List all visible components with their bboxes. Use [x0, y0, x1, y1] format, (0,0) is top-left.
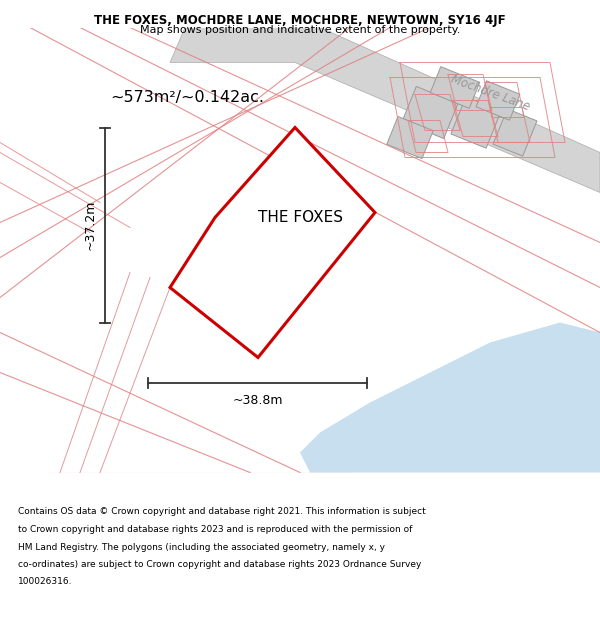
Text: co-ordinates) are subject to Crown copyright and database rights 2023 Ordnance S: co-ordinates) are subject to Crown copyr… [18, 560, 421, 569]
Text: ~38.8m: ~38.8m [232, 394, 283, 408]
Text: Map shows position and indicative extent of the property.: Map shows position and indicative extent… [140, 25, 460, 35]
Bar [476, 81, 520, 120]
Text: ~37.2m: ~37.2m [84, 200, 97, 250]
Bar [451, 97, 501, 148]
Text: 100026316.: 100026316. [18, 578, 73, 586]
Polygon shape [170, 28, 600, 192]
Text: THE FOXES: THE FOXES [257, 210, 343, 225]
Bar [493, 109, 537, 156]
Polygon shape [300, 322, 600, 472]
Text: HM Land Registry. The polygons (including the associated geometry, namely x, y: HM Land Registry. The polygons (includin… [18, 542, 385, 551]
Text: Mochdre Lane: Mochdre Lane [449, 72, 532, 113]
Text: to Crown copyright and database rights 2023 and is reproduced with the permissio: to Crown copyright and database rights 2… [18, 525, 412, 534]
Text: THE FOXES, MOCHDRE LANE, MOCHDRE, NEWTOWN, SY16 4JF: THE FOXES, MOCHDRE LANE, MOCHDRE, NEWTOW… [94, 14, 506, 27]
Text: ~573m²/~0.142ac.: ~573m²/~0.142ac. [110, 90, 264, 105]
Bar [387, 116, 433, 159]
Bar [430, 67, 480, 108]
Polygon shape [170, 127, 375, 358]
Bar [402, 86, 458, 139]
Text: Contains OS data © Crown copyright and database right 2021. This information is : Contains OS data © Crown copyright and d… [18, 508, 426, 516]
